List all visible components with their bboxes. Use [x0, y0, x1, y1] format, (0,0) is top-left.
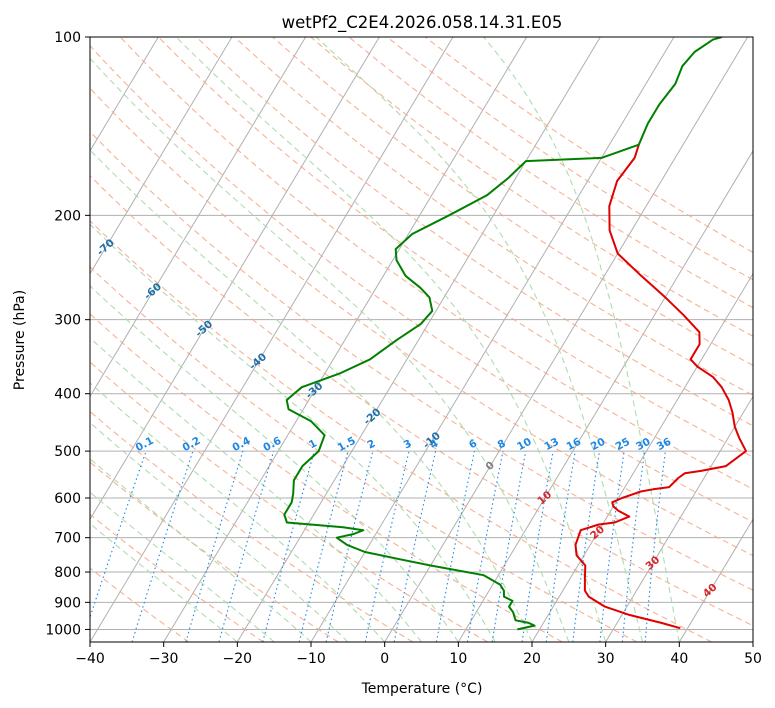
x-tick-label: −20: [223, 651, 253, 667]
y-tick-label: 900: [54, 595, 81, 611]
mixing-ratio-line: [466, 450, 504, 642]
moist-adiabat-line: [90, 57, 570, 642]
mixing-ratio-line: [491, 450, 527, 642]
x-tick-label: −10: [296, 651, 326, 667]
x-tick-label: 10: [449, 651, 467, 667]
y-tick-label: 100: [54, 30, 81, 46]
dry-adiabat-line: [157, 37, 753, 458]
series-line: [574, 144, 747, 630]
dry-adiabat-line: [310, 37, 753, 337]
x-tick-label: −40: [75, 651, 105, 667]
dry-adiabat-line: [119, 37, 753, 490]
series-line: [283, 37, 723, 631]
dry-adiabats: [90, 37, 753, 642]
plot-area: -100-90-80-70-60-50-40-30-20-10010203040…: [90, 37, 753, 642]
isotherm-line: [90, 37, 380, 521]
dry-adiabat-line: [348, 37, 753, 309]
moist-adiabat-line: [90, 223, 496, 642]
moist-adiabat-line: [315, 37, 644, 642]
mixing-ratio-line: [131, 450, 194, 642]
mixing-ratio-line: [572, 451, 601, 642]
moist-adiabat-line: [90, 382, 386, 642]
mixing-ratio-line: [90, 450, 147, 619]
mixing-ratio-line: [521, 451, 554, 642]
x-tick-label: −30: [149, 651, 179, 667]
mixing-ratio-line: [621, 451, 646, 642]
moist-adiabat-line: [90, 149, 533, 642]
y-tick-label: 1000: [45, 622, 81, 638]
isotherm-line: [678, 518, 753, 642]
x-axis-ticks: −40 −30 −20 −10 0 10 20 30 40 50: [75, 642, 762, 667]
y-tick-label: 800: [54, 565, 81, 581]
skewed-isotherms: [90, 37, 753, 642]
dry-adiabat-line: [90, 361, 488, 642]
x-tick-label: 40: [670, 651, 688, 667]
dry-adiabat-line: [90, 513, 264, 642]
moist-adiabat-line: [483, 37, 680, 642]
isotherm-line: [310, 37, 675, 642]
moist-adiabat-line: [90, 422, 349, 642]
x-tick-label: 50: [744, 651, 762, 667]
moist-adiabat-line: [90, 337, 422, 642]
x-tick-label: 20: [523, 651, 541, 667]
x-tick-label: 30: [597, 651, 615, 667]
isotherm-line: [531, 272, 753, 642]
dry-adiabat-line: [90, 266, 638, 642]
moist-adiabat-line: [90, 458, 312, 642]
dry-adiabat-line: [90, 220, 712, 642]
y-tick-label: 600: [54, 491, 81, 507]
isotherm-line: [90, 37, 233, 275]
pressure-gridlines: [90, 37, 753, 630]
dry-adiabat-line: [90, 313, 563, 642]
mixing-ratio-line: [599, 451, 625, 642]
x-axis-label: Temperature (°C): [361, 681, 483, 697]
x-tick-label: 0: [380, 651, 389, 667]
isotherm-line: [384, 37, 749, 642]
isotherm-line: [90, 37, 307, 398]
y-tick-label: 400: [54, 387, 81, 403]
moist-adiabat-line: [90, 285, 459, 642]
isotherm-line: [163, 37, 528, 642]
y-tick-label: 300: [54, 313, 81, 329]
mixing-ratio-line: [185, 450, 244, 642]
isotherm-line: [236, 37, 601, 642]
dry-adiabat-line: [196, 37, 753, 427]
chart-title: wetPf2_C2E4.2026.058.14.31.E05: [282, 13, 563, 33]
mixing-ratio-line: [545, 451, 576, 642]
y-tick-label: 500: [54, 444, 81, 460]
y-tick-label: 700: [54, 531, 81, 547]
y-tick-label: 200: [54, 208, 81, 224]
profile-series: [283, 37, 747, 631]
isotherm-line: [457, 149, 753, 642]
y-axis-ticks: 100 200 300 400 500 600 700 800 900 1000: [45, 30, 90, 638]
moist-adiabats: [90, 37, 680, 642]
dry-adiabat-line: [90, 567, 190, 642]
mixing-ratio-line: [435, 450, 476, 642]
dry-adiabat-line: [90, 175, 753, 627]
isotherm-line: [90, 37, 159, 152]
isotherm-line: [90, 37, 454, 642]
y-axis-label: Pressure (hPa): [12, 290, 28, 390]
mixing-ratio-line: [218, 450, 275, 642]
plot-frame: [89, 36, 754, 643]
isotherm-line: [605, 395, 753, 642]
